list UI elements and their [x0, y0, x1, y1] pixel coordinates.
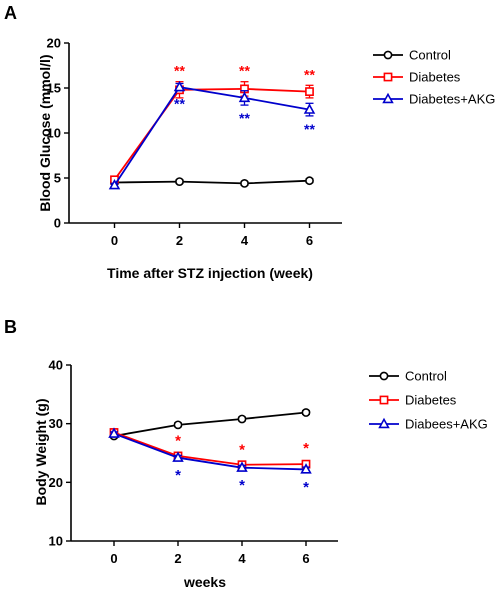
panel-b-y-tick-label: 40 [49, 358, 63, 373]
panel-b-series-diabetes-line [113, 431, 307, 466]
panel-b-x-tick-label: 2 [174, 551, 181, 566]
panel-b-legend-item: Diabees+AKG [369, 417, 488, 432]
panel-b-legend-label: Diabetes [405, 393, 457, 408]
panel-b-legend-marker [379, 395, 389, 405]
panel-a-x-tick-label: 2 [176, 233, 183, 248]
panel-a-legend-marker [383, 50, 393, 60]
panel-a-legend-marker [382, 92, 394, 104]
panel-b-legend-marker [379, 371, 389, 381]
panel-b-series-diabees-akg-line [113, 432, 307, 471]
panel-b-series-diabetes-significance: * [175, 433, 181, 450]
panel-a-series-diabetes-point [305, 87, 314, 96]
panel-b-legend-marker [378, 417, 390, 429]
panel-b-series-diabees-akg-point [108, 427, 120, 438]
panel-b-x-tick-label: 0 [110, 551, 117, 566]
panel-b-series-control-point [301, 408, 311, 417]
panel-a-y-tick-label: 20 [47, 36, 61, 51]
panel-a-y-tick-label: 5 [54, 171, 61, 186]
panel-a-legend-item: Diabetes [373, 70, 461, 85]
panel-b-x-axis-title: weeks [183, 574, 226, 590]
panel-b-legend-item: Control [369, 369, 447, 384]
panel-a-series-diabetes-significance: ** [304, 66, 315, 82]
panel-a-series-diabetes-akg-line [113, 86, 310, 186]
panel-a-series-diabetes-line [113, 87, 310, 181]
panel-b-series-control-point [237, 414, 247, 424]
panel-b: B 10 20 30 40 0 2 4 6 * * * * * * weeks Body Weight (… [4, 317, 488, 590]
panel-b-y-axis-title: Body Weight (g) [33, 398, 49, 505]
panel-b-y-tick-label: 20 [49, 475, 63, 490]
panel-b-series-control-line [113, 411, 307, 437]
panel-b-x-tick-label: 4 [238, 551, 246, 566]
panel-b-series-diabees-akg-significance: * [175, 467, 181, 484]
panel-b-series-diabetes-significance: * [303, 440, 309, 457]
panel-b-series-control-point [173, 420, 183, 430]
panel-a-series-diabetes-akg-point [238, 91, 251, 103]
panel-a-series-diabetes-significance: ** [239, 63, 250, 79]
panel-b-series-diabees-akg: * * * [108, 427, 312, 496]
panel-a-x-tick-label: 6 [306, 233, 313, 248]
panel-b-series-diabees-akg-significance: * [239, 477, 245, 494]
panel-a-series-control [110, 176, 314, 188]
panel-a-plot: 0 5 10 15 20 0 2 4 6 ** ** ** ** ** ** [47, 36, 342, 248]
panel-a-series-diabetes-akg: ** ** ** [108, 80, 316, 190]
panel-a-series-control-point [175, 177, 184, 186]
panel-a-series-control-point [240, 178, 249, 188]
panel-b-series-diabees-akg-point [300, 463, 312, 474]
panel-a-y-tick-label: 0 [54, 216, 61, 231]
panel-b-legend-label: Diabees+AKG [405, 417, 488, 432]
panel-a-series-control-point [305, 176, 314, 186]
panel-b-y-tick-label: 30 [49, 416, 63, 431]
panel-b-y-tick-label: 10 [49, 534, 63, 549]
panel-a-series-diabetes-akg-significance: ** [239, 110, 250, 126]
panel-a-legend-item: Control [373, 48, 451, 63]
panel-b-series-diabees-akg-point [236, 461, 248, 472]
panel-a-label: A [4, 3, 17, 23]
panel-a-series-control-line [114, 179, 310, 185]
panel-b-plot: 10 20 30 40 0 2 4 6 * * * * * * [49, 358, 338, 566]
panel-a-x-axis-title: Time after STZ injection (week) [107, 265, 313, 281]
panel-b-series-diabetes-significance: * [239, 441, 245, 458]
panel-a-y-tick-label: 10 [47, 126, 61, 141]
panel-a-series-diabetes-akg-point [173, 80, 186, 92]
panel-b-label: B [4, 317, 17, 337]
panel-a-series-diabetes: ** ** ** [110, 63, 315, 185]
panel-a-legend-label: Diabetes+AKG [409, 92, 495, 107]
panel-a-legend-marker [383, 72, 393, 82]
panel-b-series-diabees-akg-point [172, 451, 184, 462]
panel-b-series-control [109, 408, 311, 441]
panel-b-x-tick-label: 6 [302, 551, 309, 566]
panel-b-legend-label: Control [405, 369, 447, 384]
panel-a-legend-label: Control [409, 48, 451, 63]
panel-b-legend: Control Diabetes Diabees+AKG [369, 369, 488, 432]
panel-a: A 0 5 10 15 20 0 2 4 6 ** ** ** ** ** ** Time after ST… [4, 3, 495, 281]
panel-a-series-diabetes-akg-point [303, 103, 316, 114]
panel-a-series-diabetes-akg-significance: ** [174, 96, 185, 112]
panel-a-legend-item: Diabetes+AKG [373, 92, 495, 107]
panel-a-y-axis-title: Blood Glucose (mmol/l) [37, 54, 53, 211]
panel-a-legend: Control Diabetes Diabetes+AKG [373, 48, 495, 107]
panel-a-x-tick-label: 0 [111, 233, 118, 248]
panel-a-legend-label: Diabetes [409, 70, 461, 85]
panel-a-y-tick-label: 15 [47, 81, 61, 96]
panel-a-series-diabetes-akg-point [108, 178, 121, 190]
panel-a-series-diabetes-akg-significance: ** [304, 121, 315, 137]
panel-a-series-diabetes-significance: ** [174, 63, 185, 79]
panel-b-series-diabees-akg-significance: * [303, 479, 309, 496]
panel-b-legend-item: Diabetes [369, 393, 457, 408]
panel-a-x-tick-label: 4 [241, 233, 249, 248]
